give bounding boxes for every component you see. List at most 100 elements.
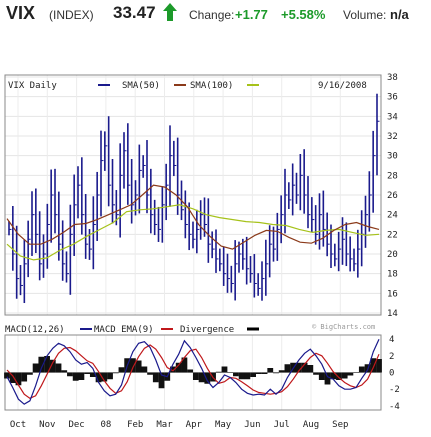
divergence-bar xyxy=(313,372,319,375)
price-bars xyxy=(8,93,380,304)
divergence-bar xyxy=(233,372,239,377)
divergence-bar xyxy=(318,372,325,380)
divergence-bar xyxy=(141,366,148,373)
price-y-tick: 14 xyxy=(387,309,398,319)
x-tick-label: Dec xyxy=(68,420,84,430)
x-tick-label: Aug xyxy=(303,420,319,430)
price-chart-area: VIX Daily SMA(50) SMA(100) 9/16/2008 383… xyxy=(4,73,400,430)
divergence-bar xyxy=(26,372,33,375)
divergence-bar xyxy=(15,372,22,386)
volume-label: Volume: xyxy=(343,8,387,22)
price-y-tick: 32 xyxy=(387,132,398,142)
divergence-bar xyxy=(89,372,96,377)
divergence-bar xyxy=(250,372,256,377)
price-panel-frame xyxy=(4,74,382,316)
divergence-bar xyxy=(84,372,91,374)
divergence-bar xyxy=(152,372,159,383)
divergence-bar xyxy=(21,372,28,382)
divergence-bar xyxy=(376,359,382,373)
divergence-bar xyxy=(61,370,68,373)
divergence-bar xyxy=(255,372,262,374)
divergence-bar xyxy=(135,360,142,373)
divergence-bar xyxy=(347,372,354,376)
macd-y-tick: 2 xyxy=(389,352,394,362)
x-tick-label: Mar xyxy=(156,420,173,430)
change-value: +1.77 xyxy=(235,7,268,22)
x-tick-label: May xyxy=(215,420,232,430)
x-tick-label: Oct xyxy=(10,420,26,430)
macd-y-tick: -4 xyxy=(389,402,400,412)
divergence-bar xyxy=(341,372,348,379)
macd-y-axis: 4 2 0 -2 -4 xyxy=(389,335,400,412)
divergence-bar xyxy=(324,372,331,385)
divergence-bar xyxy=(147,372,153,375)
divergence-bar xyxy=(307,365,314,373)
divergence-bar xyxy=(295,362,302,373)
price-y-axis: 38 36 34 32 30 28 26 24 22 20 18 16 14 xyxy=(387,73,398,319)
x-tick-label: Sep xyxy=(332,420,348,430)
divergence-bar xyxy=(170,366,176,373)
x-tick-label: Feb xyxy=(127,420,143,430)
divergence-bar xyxy=(336,372,342,380)
divergence-bar xyxy=(261,372,268,374)
price-y-tick: 26 xyxy=(387,191,398,201)
divergence-bar xyxy=(49,359,56,373)
divergence-bar xyxy=(238,372,245,380)
divergence-bar xyxy=(330,372,337,380)
macd-ema-label: MACD EMA(9) xyxy=(94,325,154,335)
divergence-bar xyxy=(227,372,234,373)
x-tick-label: 08 xyxy=(100,420,111,430)
divergence-bar xyxy=(301,362,308,373)
price-y-tick: 20 xyxy=(387,250,398,260)
price-y-tick: 38 xyxy=(387,73,398,83)
sma50-line xyxy=(6,184,380,250)
divergence-bar xyxy=(187,369,194,373)
price-y-tick: 18 xyxy=(387,270,398,280)
change-label: Change: xyxy=(189,8,235,22)
exchange-label: (INDEX) xyxy=(49,8,94,22)
divergence-bar xyxy=(181,357,188,373)
divergence-bar xyxy=(370,358,377,373)
divergence-bar xyxy=(244,372,251,380)
price-y-tick: 28 xyxy=(387,171,398,181)
divergence-bar xyxy=(95,372,102,383)
x-tick-label: Apr xyxy=(186,420,203,430)
divergence-bar xyxy=(353,372,360,373)
divergence-bar xyxy=(278,370,285,373)
divergence-bar xyxy=(273,372,279,374)
divergence-bar xyxy=(44,356,50,373)
divergence-bar xyxy=(175,362,182,373)
divergence-bar xyxy=(101,372,108,382)
macd-label: MACD(12,26) xyxy=(5,325,65,335)
divergence-bar xyxy=(267,368,274,373)
divergence-bar xyxy=(118,367,125,373)
price-y-tick: 34 xyxy=(387,112,398,122)
divergence-bar xyxy=(32,363,39,373)
divergence-bar xyxy=(358,366,365,373)
divergence-bar xyxy=(215,371,222,373)
divergence-bar xyxy=(192,372,199,380)
x-tick-label: Jul xyxy=(274,420,290,430)
divergence-bar xyxy=(158,372,165,389)
price-y-tick: 30 xyxy=(387,152,398,162)
x-tick-label: Nov xyxy=(39,420,55,430)
macd-signal-line xyxy=(6,344,380,399)
macd-line xyxy=(6,338,380,405)
divergence-bar xyxy=(107,372,113,380)
divergence-bar xyxy=(130,358,136,373)
quote-header: VIX (INDEX) 33.47 Change: +1.77 +5.58% V… xyxy=(0,0,431,30)
divergence-bar xyxy=(204,372,211,384)
price-y-tick: 22 xyxy=(387,230,398,240)
divergence-bar xyxy=(78,372,85,380)
price-y-tick: 16 xyxy=(387,289,398,299)
volume-value: n/a xyxy=(390,7,409,22)
chart-date: 9/16/2008 xyxy=(318,81,367,91)
divergence-label: Divergence xyxy=(180,325,234,335)
up-arrow-icon xyxy=(163,3,177,21)
divergence-bar xyxy=(55,363,62,373)
legend-sma50-label: SMA(50) xyxy=(122,81,160,91)
macd-y-tick: 4 xyxy=(389,335,394,345)
macd-y-tick: 0 xyxy=(389,369,394,379)
ticker-symbol: VIX xyxy=(6,3,36,23)
divergence-bar xyxy=(198,372,205,383)
